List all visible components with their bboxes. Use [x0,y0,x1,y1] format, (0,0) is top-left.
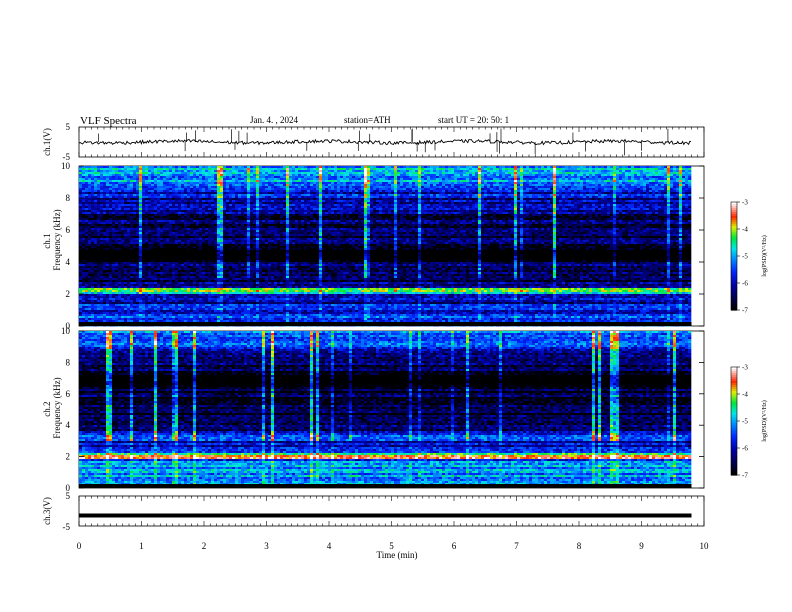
colorbar-tick-label: -5 [742,418,748,426]
station-label: station=ATH [344,115,391,125]
ch1-timeseries-panel: 5 -5 ch.1(V) [42,122,704,162]
ch1-ytick-top: 5 [66,122,71,132]
date-label: Jan. 4. , 2024 [250,115,298,125]
time-tick-label: 7 [514,541,519,551]
colorbar-tick-label: -4 [742,226,748,234]
time-tick-label: 1 [139,541,144,551]
colorbar-1: -3 -4 -5 -6 -7 log(PSD)(V²/Hz) [731,199,768,315]
colorbar-2-label: log(PSD)(V²/Hz) [761,400,768,441]
time-tick-label: 8 [577,541,582,551]
time-tick-label: 9 [639,541,644,551]
colorbar-tick-label: -5 [742,253,748,261]
colorbar-tick-label: -6 [742,280,748,288]
time-axis-label: Time (min) [377,550,418,560]
frequency-tick-label: 2 [66,452,71,462]
ch1-spectrogram-ylabel: ch.1 Frequency (kHz) [42,209,62,270]
frequency-tick-label: 8 [66,357,71,367]
frequency-tick-label: 10 [61,326,71,336]
start-time-label: start UT = 20: 50: 1 [438,115,509,125]
colorbar-1-label: log(PSD)(V²/Hz) [761,235,768,276]
time-tick-label: 2 [202,541,207,551]
time-tick-label: 4 [327,541,332,551]
frequency-tick-label: 4 [66,420,71,430]
ch1-trace [79,129,691,156]
colorbar-tick-label: -4 [742,391,748,399]
ch2-spectrogram-ylabel: ch.2 Frequency (kHz) [42,377,62,438]
ch1-ylabel: ch.1(V) [42,128,52,156]
time-tick-label: 3 [264,541,269,551]
colorbar-tick-label: -3 [742,364,748,372]
frequency-tick-label: 6 [66,225,71,235]
time-tick-label: 6 [452,541,457,551]
colorbar-tick-label: -3 [742,199,748,207]
frequency-tick-label: 4 [66,257,71,267]
ch1-spectrogram [79,166,692,326]
frequency-tick-label: 10 [61,161,71,171]
ch3-ytick-top: 5 [66,491,71,501]
colorbar-2: -3 -4 -5 -6 -7 log(PSD)(V²/Hz) [731,364,768,480]
figure-title: VLF Spectra [80,115,137,127]
ch3-timeseries-panel: 5 -5 ch.3(V) [42,491,704,532]
colorbar-tick-label: -6 [742,445,748,453]
frequency-tick-label: 6 [66,389,71,399]
colorbar-tick-label: -7 [742,307,748,315]
frequency-tick-label: 8 [66,193,71,203]
frequency-tick-label: 2 [66,289,71,299]
ch3-ylabel: ch.3(V) [42,497,52,525]
time-tick-label: 0 [77,541,82,551]
time-tick-label: 10 [700,541,710,551]
ch3-ytick-bottom: -5 [63,522,71,532]
colorbar-tick-label: -7 [742,472,748,480]
ch2-spectrogram [79,331,692,488]
